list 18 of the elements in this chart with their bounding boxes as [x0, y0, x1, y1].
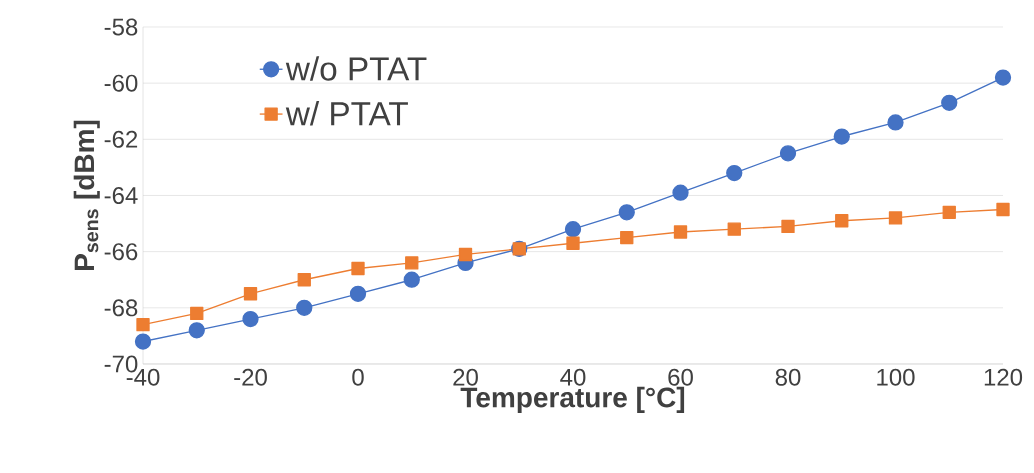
x-axis-title: Temperature [°C]	[460, 386, 685, 413]
x-tick-label: -20	[234, 368, 267, 386]
y-tick-label: -60	[104, 74, 138, 92]
x-tick-label: 0	[352, 368, 364, 386]
y-tick-label: -62	[104, 130, 138, 148]
x-tick-label: 120	[984, 368, 1023, 386]
y-tick-label: -68	[104, 299, 138, 317]
x-tick-label: 80	[775, 368, 801, 386]
legend-label: w/o PTAT	[285, 56, 427, 81]
legend-label: w/ PTAT	[285, 101, 408, 126]
x-tick-label: 20	[453, 368, 478, 386]
y-tick-label: -64	[104, 186, 138, 204]
y-tick-label: -58	[104, 18, 138, 36]
x-tick-label: 60	[668, 368, 693, 386]
y-tick-label: -66	[104, 243, 138, 261]
x-tick-label: 40	[560, 368, 586, 386]
y-axis-title: P$_{sens}$ [dBm]	[73, 120, 100, 270]
x-tick-label: 100	[877, 368, 915, 386]
